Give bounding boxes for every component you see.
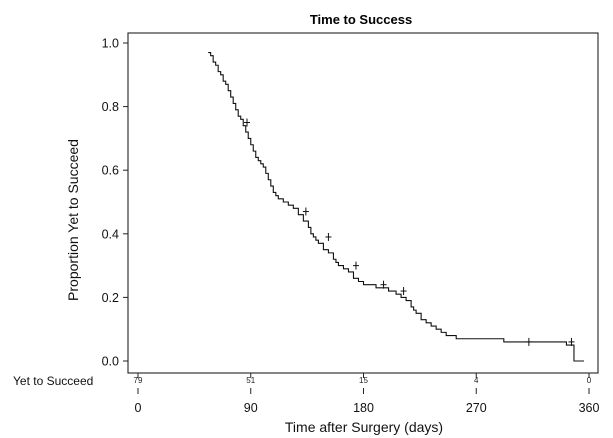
x-tick-label: 180 — [353, 401, 374, 415]
survival-curve — [208, 51, 584, 362]
risk-count: 4 — [474, 376, 479, 385]
survival-curve-group — [208, 51, 584, 362]
x-tick-label: 360 — [579, 401, 600, 415]
y-tick-label: 1.0 — [102, 37, 119, 51]
x-axis: 0 90 180 270 360 — [135, 373, 600, 415]
x-axis-label: Time after Surgery (days) — [285, 419, 443, 435]
y-axis-label: Proportion Yet to Succeed — [65, 139, 81, 301]
risk-table-label: Yet to Succeed — [13, 374, 93, 388]
y-axis: 0.0 0.2 0.4 0.6 0.8 1.0 — [102, 37, 128, 369]
risk-count: 51 — [246, 376, 255, 385]
y-tick-label: 0.4 — [102, 227, 119, 241]
risk-table: Yet to Succeed 79 51 15 4 0 — [13, 374, 592, 388]
y-tick-label: 0.0 — [102, 355, 119, 369]
y-tick-label: 0.6 — [102, 164, 119, 178]
x-tick-label: 0 — [135, 401, 142, 415]
x-tick-label: 90 — [244, 401, 258, 415]
risk-count: 15 — [359, 376, 368, 385]
x-tick-label: 270 — [466, 401, 487, 415]
plot-frame — [127, 32, 599, 374]
risk-count: 0 — [587, 376, 592, 385]
y-tick-label: 0.8 — [102, 100, 119, 114]
risk-count: 79 — [134, 376, 143, 385]
chart-title: Time to Success — [310, 12, 412, 27]
y-tick-label: 0.2 — [102, 291, 119, 305]
